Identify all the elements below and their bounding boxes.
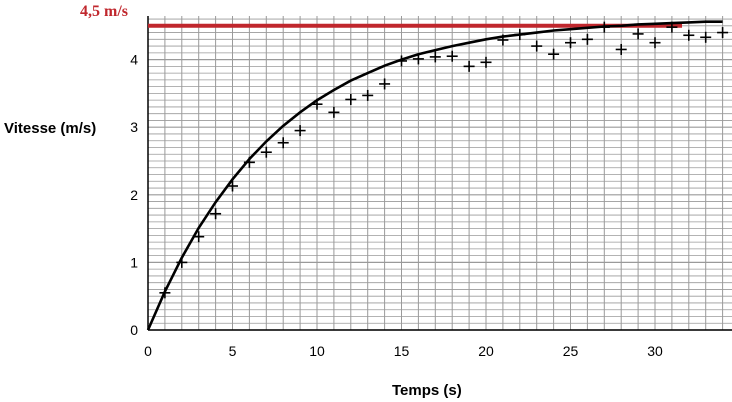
data-points [159, 21, 729, 299]
y-tick-label: 2 [130, 187, 138, 203]
y-tick-label: 4 [130, 52, 138, 68]
x-tick-label: 5 [229, 343, 237, 359]
data-point [480, 56, 492, 68]
axis-ticks: 0 5 10 15 20 25 30 0 1 2 3 4 [130, 52, 663, 359]
data-point [345, 93, 357, 105]
data-point [429, 51, 441, 63]
data-point [294, 125, 306, 137]
data-point [700, 31, 712, 43]
fit-curve-group [146, 20, 723, 331]
data-point [632, 28, 644, 40]
x-tick-label: 30 [647, 343, 663, 359]
data-point [666, 21, 678, 33]
data-point [548, 48, 560, 60]
grid [147, 16, 732, 331]
x-tick-label: 10 [309, 343, 325, 359]
x-tick-label: 0 [144, 343, 152, 359]
x-tick-label: 20 [478, 343, 494, 359]
data-point [176, 256, 188, 268]
y-tick-label: 0 [130, 322, 138, 338]
data-point [311, 98, 323, 110]
x-tick-label: 25 [563, 343, 579, 359]
data-point [328, 106, 340, 118]
data-point [717, 27, 729, 39]
data-point [463, 60, 475, 72]
data-point [446, 50, 458, 62]
x-tick-label: 15 [394, 343, 410, 359]
data-point [615, 43, 627, 55]
y-axis-label: Vitesse (m/s) [4, 120, 97, 137]
data-point [581, 33, 593, 45]
data-point [565, 37, 576, 49]
data-point [531, 40, 543, 52]
y-tick-label: 3 [130, 119, 138, 135]
data-point [260, 146, 272, 158]
data-point [193, 231, 205, 243]
data-point [649, 37, 661, 49]
data-point [412, 53, 424, 65]
data-point [210, 208, 222, 220]
data-point [227, 180, 238, 192]
data-point [379, 78, 391, 90]
data-point [277, 137, 289, 149]
data-point [159, 287, 171, 299]
fit-curve [146, 20, 723, 331]
data-point [396, 55, 407, 67]
data-point [598, 21, 610, 33]
data-point [362, 89, 374, 101]
y-tick-label: 1 [130, 254, 138, 270]
data-point [514, 29, 526, 41]
data-point [683, 29, 695, 41]
data-point [243, 156, 255, 168]
x-axis-label: Temps (s) [392, 382, 462, 399]
asymptote-label: 4,5 m/s [80, 3, 128, 20]
data-point [497, 34, 509, 46]
